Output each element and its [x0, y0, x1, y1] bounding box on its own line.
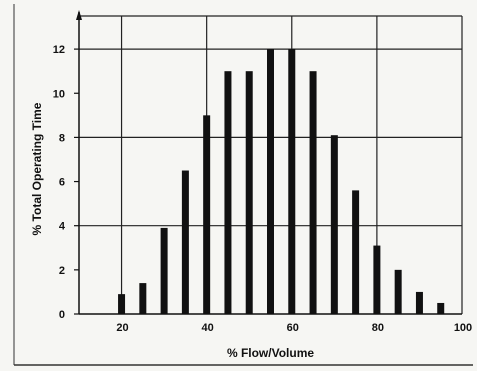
bar [160, 227, 168, 314]
x-axis-title: % Flow/Volume [227, 346, 314, 360]
x-tick-label: 60 [287, 322, 299, 334]
bar [224, 71, 232, 315]
y-axis-title: % Total Operating Time [30, 102, 44, 235]
y-tick-label: 0 [59, 309, 65, 321]
y-axis-arrow [76, 10, 82, 20]
bars [118, 49, 445, 315]
bar [309, 71, 317, 315]
y-tick-label: 12 [53, 44, 65, 56]
bar [288, 49, 296, 314]
y-tick-label: 2 [59, 265, 65, 277]
bar [330, 135, 338, 314]
bar [181, 170, 189, 314]
x-tick-label: 80 [372, 322, 384, 334]
bar [373, 245, 381, 314]
y-tick-label: 10 [53, 88, 65, 100]
y-tick-label: 4 [59, 221, 66, 233]
tick-labels: 0 2 4 6 8 10 12 20 40 60 80 100 [53, 44, 472, 334]
bar [139, 283, 147, 314]
bar [267, 49, 274, 314]
bar [118, 294, 126, 314]
x-tick-label: 100 [454, 322, 472, 334]
x-tick-label: 40 [202, 322, 214, 334]
bar [352, 190, 360, 314]
bar [437, 302, 445, 314]
bar [203, 115, 211, 314]
x-tick-label: 20 [116, 322, 128, 334]
bar [394, 269, 402, 314]
bar [245, 71, 253, 315]
axes [13, 4, 473, 366]
y-tick-label: 8 [59, 132, 65, 144]
y-tick-label: 6 [59, 177, 65, 189]
bar [415, 291, 423, 314]
